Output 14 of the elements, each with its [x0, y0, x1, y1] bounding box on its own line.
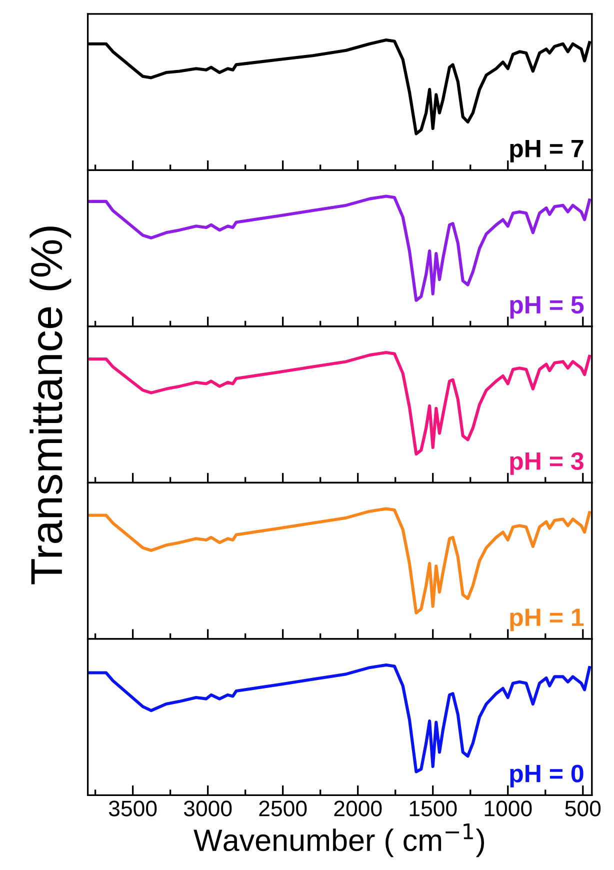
- x-tick-label: 3000: [184, 800, 232, 816]
- x-tick-label: 3500: [108, 800, 157, 816]
- series-label: pH = 1: [510, 608, 584, 632]
- series-label: pH = 0: [510, 764, 584, 788]
- series-label: pH = 3: [510, 452, 584, 475]
- x-tick-label: 500: [565, 800, 601, 816]
- x-axis-title: Wavenumber ( cm$^{−1}$): [194, 824, 484, 858]
- series-label: pH = 5: [510, 296, 584, 319]
- x-tick-label: 2000: [334, 800, 382, 816]
- series-label: pH = 7: [510, 140, 584, 162]
- y-axis-title: Transmittance (%): [30, 226, 72, 584]
- x-tick-label: 1000: [484, 800, 532, 816]
- x-tick-label: 1500: [410, 800, 457, 816]
- x-tick-label: 2500: [259, 800, 307, 816]
